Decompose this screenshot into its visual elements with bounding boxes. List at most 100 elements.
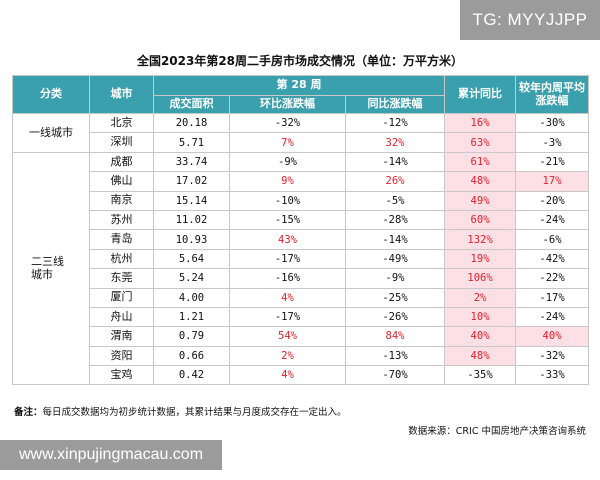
vs-average-cell: -20% [515, 190, 590, 211]
table-row: 资阳 0.66 2% -13% 48% -32% [13, 345, 590, 367]
yoy-cell: -12% [344, 112, 446, 134]
wow-cell: 9% [229, 171, 346, 192]
yoy-cell: -14% [344, 151, 446, 173]
yoy-cell: 26% [344, 171, 446, 192]
area-cell: 5.64 [153, 248, 230, 270]
table-row: 南京 15.14 -10% -5% 49% -20% [13, 190, 590, 211]
telegram-badge: TG: MYYJJPP [460, 0, 600, 40]
cumulative-cell: 132% [444, 229, 517, 250]
wow-cell: 7% [229, 132, 346, 153]
cumulative-cell: 48% [444, 345, 517, 367]
cumulative-cell: 40% [444, 326, 517, 347]
yoy-cell: -9% [344, 268, 446, 289]
area-cell: 11.02 [153, 209, 230, 231]
area-cell: 20.18 [153, 112, 230, 134]
table-row: 杭州 5.64 -17% -49% 19% -42% [13, 248, 590, 270]
area-cell: 0.42 [153, 365, 230, 386]
vs-average-cell: -21% [515, 151, 590, 173]
cumulative-cell: 48% [444, 171, 517, 192]
site-watermark: www.xinpujingmacau.com [0, 440, 222, 470]
cumulative-cell: 10% [444, 306, 517, 328]
cumulative-cell: 19% [444, 248, 517, 270]
city-cell: 资阳 [89, 345, 154, 367]
wow-cell: -32% [229, 112, 346, 134]
city-cell: 渭南 [89, 326, 154, 347]
vs-average-cell: -32% [515, 345, 590, 367]
vs-average-cell: -17% [515, 287, 590, 308]
city-cell: 东莞 [89, 268, 154, 289]
cumulative-cell: 60% [444, 209, 517, 231]
city-cell: 宝鸡 [89, 365, 154, 386]
cumulative-cell: 49% [444, 190, 517, 211]
category-tier1: 一线城市 [12, 113, 90, 153]
area-cell: 1.21 [153, 306, 230, 328]
wow-cell: 4% [229, 287, 346, 308]
footnote: 备注：每日成交数据均为初步统计数据，其累计结果与月度成交存在一定出入。 [14, 404, 347, 418]
cumulative-cell: 61% [444, 151, 517, 173]
table-row: 深圳 5.71 7% 32% 63% -3% [13, 132, 590, 153]
header-cumulative-yoy: 累计同比 [444, 75, 517, 114]
wow-cell: -15% [229, 209, 346, 231]
city-cell: 青岛 [89, 229, 154, 250]
wow-cell: -10% [229, 190, 346, 211]
wow-cell: 54% [229, 326, 346, 347]
table-row: 东莞 5.24 -16% -9% 106% -22% [13, 268, 590, 289]
city-cell: 北京 [89, 112, 154, 134]
wow-cell: -9% [229, 151, 346, 173]
area-cell: 15.14 [153, 190, 230, 211]
yoy-cell: -49% [344, 248, 446, 270]
area-cell: 5.71 [153, 132, 230, 153]
header-yoy: 同比涨跌幅 [344, 95, 446, 114]
yoy-cell: -26% [344, 306, 446, 328]
city-cell: 深圳 [89, 132, 154, 153]
yoy-cell: -25% [344, 287, 446, 308]
category-tier23: 二三线城市 [12, 151, 90, 386]
yoy-cell: 84% [344, 326, 446, 347]
footnote-label: 备注： [14, 407, 43, 418]
yoy-cell: -5% [344, 190, 446, 211]
city-cell: 成都 [89, 151, 154, 173]
area-cell: 0.66 [153, 345, 230, 367]
yoy-cell: 32% [344, 132, 446, 153]
area-cell: 0.79 [153, 326, 230, 347]
cumulative-cell: 63% [444, 132, 517, 153]
table-body: 一线城市 北京 20.18 -32% -12% 16% -30% 深圳 5.71 7% 32% 63%… [12, 112, 590, 386]
city-cell: 南京 [89, 190, 154, 211]
cumulative-cell: -35% [444, 365, 517, 386]
table-row: 佛山 17.02 9% 26% 48% 17% [13, 171, 590, 192]
cumulative-cell: 2% [444, 287, 517, 308]
city-cell: 舟山 [89, 306, 154, 328]
area-cell: 33.74 [153, 151, 230, 173]
wow-cell: 2% [229, 345, 346, 367]
city-cell: 佛山 [89, 171, 154, 192]
area-cell: 17.02 [153, 171, 230, 192]
area-cell: 5.24 [153, 268, 230, 289]
vs-average-cell: -42% [515, 248, 590, 270]
transaction-table: 分类 城市 第 28 周 累计同比 较年内周平均涨跌幅 成交面积 环比涨跌幅 同… [12, 75, 590, 386]
footnote-text: 每日成交数据均为初步统计数据，其累计结果与月度成交存在一定出入。 [42, 407, 347, 418]
wow-cell: 4% [229, 365, 346, 386]
yoy-cell: -14% [344, 229, 446, 250]
table-row: 苏州 11.02 -15% -28% 60% -24% [13, 209, 590, 231]
vs-average-cell: -30% [515, 112, 590, 134]
cumulative-cell: 16% [444, 112, 517, 134]
vs-average-cell: -33% [515, 365, 590, 386]
yoy-cell: -28% [344, 209, 446, 231]
yoy-cell: -13% [344, 345, 446, 367]
header-category: 分类 [12, 75, 90, 114]
vs-average-cell: -3% [515, 132, 590, 153]
header-wow: 环比涨跌幅 [229, 95, 346, 114]
wow-cell: 43% [229, 229, 346, 250]
wow-cell: -17% [229, 248, 346, 270]
vs-average-cell: 17% [515, 171, 590, 192]
table-row: 渭南 0.79 54% 84% 40% 40% [13, 326, 590, 347]
header-area: 成交面积 [153, 95, 230, 114]
city-cell: 厦门 [89, 287, 154, 308]
table-row: 二三线城市 成都 33.74 -9% -14% 61% -21% [12, 151, 590, 386]
vs-average-cell: -22% [515, 268, 590, 289]
header-week-group: 第 28 周 [152, 75, 446, 96]
header-vs-weekly-average: 较年内周平均涨跌幅 [515, 75, 590, 114]
table-row: 宝鸡 0.42 4% -70% -35% -33% [13, 365, 590, 386]
table-row: 舟山 1.21 -17% -26% 10% -24% [13, 306, 590, 328]
vs-average-cell: -24% [515, 306, 590, 328]
